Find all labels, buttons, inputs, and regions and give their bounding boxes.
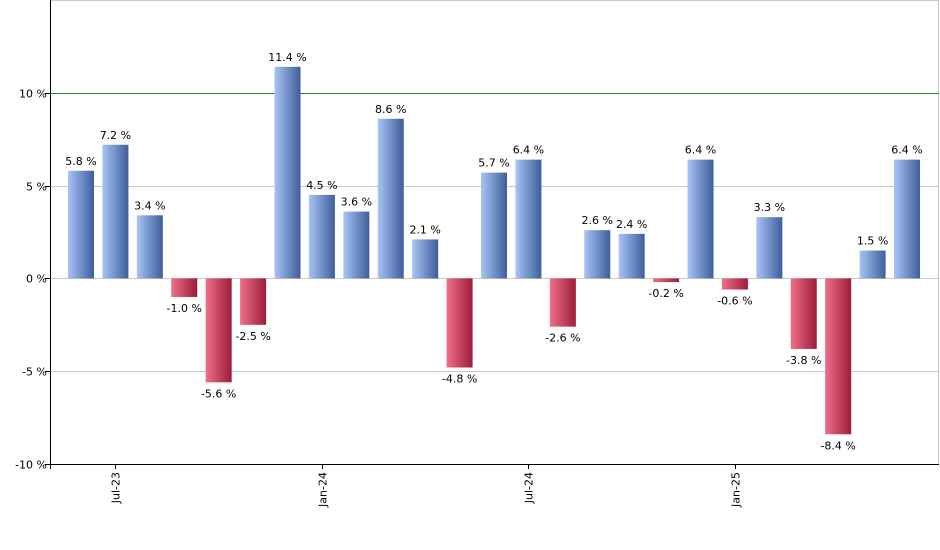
bar-positive (584, 230, 611, 279)
y-tick-label: 5 % (26, 181, 47, 194)
data-label: 5.8 % (65, 155, 96, 168)
bar-positive (412, 239, 439, 279)
bar-positive (687, 159, 714, 279)
bar-positive (894, 159, 920, 279)
bar-negative (549, 278, 576, 327)
bar-positive (102, 144, 129, 279)
x-tick-label: Jan-24 (317, 472, 330, 508)
data-label: 7.2 % (100, 129, 131, 142)
bar-negative (205, 278, 232, 383)
data-label: 6.4 % (513, 144, 544, 157)
y-tick-label: 10 % (19, 88, 47, 101)
data-label: 2.6 % (582, 214, 613, 227)
data-label: 6.4 % (685, 144, 716, 157)
data-label: -2.5 % (235, 330, 270, 343)
bar-negative (171, 278, 198, 297)
data-label: 2.4 % (616, 218, 647, 231)
data-label: -2.6 % (545, 332, 580, 345)
bar-positive (618, 233, 645, 279)
data-label: 3.3 % (754, 201, 785, 214)
data-label: 3.4 % (134, 199, 165, 212)
y-tick-label: 0 % (26, 273, 47, 286)
bar-negative (790, 278, 817, 349)
data-label: 6.4 % (891, 144, 922, 157)
data-label: -3.8 % (786, 354, 821, 367)
bar-negative (825, 278, 852, 435)
bar-positive (274, 66, 301, 279)
data-label: 5.7 % (478, 157, 509, 170)
bar-negative (653, 278, 680, 283)
data-label: 2.1 % (409, 223, 440, 236)
data-label: -5.6 % (201, 387, 236, 400)
bar-positive (377, 118, 404, 279)
bar-positive (515, 159, 542, 279)
bar-positive (343, 211, 370, 279)
x-tick-label: Jan-25 (730, 472, 743, 508)
data-label: 11.4 % (268, 51, 306, 64)
bar-positive (481, 172, 507, 279)
data-label: 4.5 % (306, 179, 337, 192)
y-tick-label: -10 % (15, 459, 47, 472)
bar-positive (308, 194, 335, 279)
bar-positive (756, 217, 783, 279)
data-labels: 5.8 % 7.2 % 3.4 % -1.0 % -5.6 % -2.5 % 11.4 % 4… (65, 51, 922, 452)
data-label: -0.2 % (648, 287, 683, 300)
data-label: -8.4 % (820, 439, 855, 452)
bar-positive (136, 215, 163, 279)
y-tick-label: -5 % (22, 366, 47, 379)
data-label: 8.6 % (375, 103, 406, 116)
bar-negative (240, 278, 267, 325)
bar-negative (721, 278, 748, 290)
data-label: -1.0 % (167, 302, 202, 315)
data-label: 3.6 % (341, 196, 372, 209)
bar-positive (68, 170, 94, 279)
x-tick-label: Jul-23 (110, 472, 123, 504)
data-label: 1.5 % (857, 235, 888, 248)
bars (68, 66, 920, 435)
axes: -10 % -5 % 0 % 5 % 10 % Jul-23 Jan-24 Jul-24 Jan… (15, 0, 939, 508)
bar-negative (446, 278, 473, 368)
data-label: -4.8 % (442, 372, 477, 385)
data-label: -0.6 % (717, 295, 752, 308)
x-tick-label: Jul-24 (523, 472, 536, 504)
bar-positive (859, 250, 886, 279)
